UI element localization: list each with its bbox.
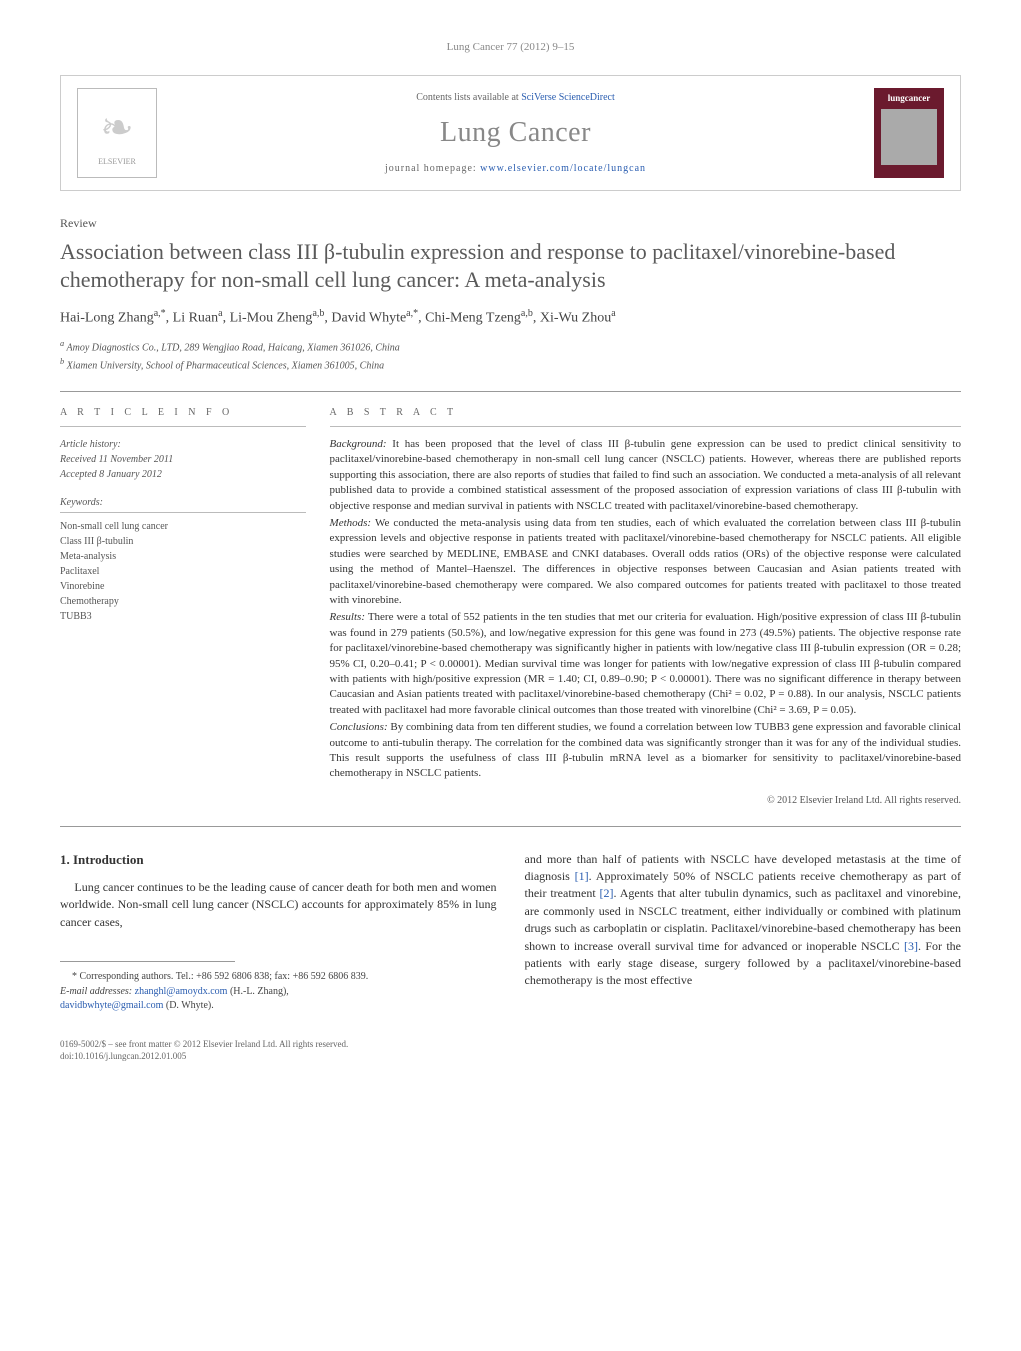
email-link-1[interactable]: zhanghl@amoydx.com (135, 986, 228, 997)
abstract-methods: Methods: We conducted the meta-analysis … (330, 516, 961, 608)
footnote-separator (60, 961, 235, 962)
elsevier-logo: ❧ ELSEVIER (77, 88, 157, 178)
article-info-panel: A R T I C L E I N F O Article history: R… (60, 406, 306, 808)
body-columns: 1. Introduction Lung cancer continues to… (60, 851, 961, 1063)
received-date: Received 11 November 2011 (60, 454, 173, 465)
abstract-copyright: © 2012 Elsevier Ireland Ltd. All rights … (330, 794, 961, 808)
accepted-date: Accepted 8 January 2012 (60, 469, 162, 480)
authors-list: Hai-Long Zhanga,*, Li Ruana, Li-Mou Zhen… (60, 307, 961, 328)
results-text: There were a total of 552 patients in th… (330, 611, 961, 715)
cover-image-icon (881, 109, 937, 165)
front-matter-line: 0169-5002/$ – see front matter © 2012 El… (60, 1038, 497, 1063)
left-column: 1. Introduction Lung cancer continues to… (60, 851, 497, 1063)
cover-title: lungcancer (888, 92, 931, 105)
contents-prefix: Contents lists available at (416, 92, 521, 103)
background-label: Background: (330, 438, 387, 450)
right-column: and more than half of patients with NSCL… (525, 851, 962, 1063)
homepage-link[interactable]: www.elsevier.com/locate/lungcan (480, 163, 646, 174)
sciencedirect-link[interactable]: SciVerse ScienceDirect (521, 92, 615, 103)
section-heading-intro: 1. Introduction (60, 851, 497, 869)
results-label: Results: (330, 611, 365, 623)
methods-label: Methods: (330, 517, 372, 529)
contents-available: Contents lists available at SciVerse Sci… (157, 91, 874, 105)
abstract-panel: A B S T R A C T Background: It has been … (330, 406, 961, 808)
history-label: Article history: (60, 437, 306, 452)
abstract-background: Background: It has been proposed that th… (330, 437, 961, 514)
email2-who: (D. Whyte). (163, 1000, 213, 1011)
intro-paragraph-2: and more than half of patients with NSCL… (525, 851, 962, 990)
email1-who: (H.-L. Zhang), (227, 986, 288, 997)
ref-link-3[interactable]: [3] (904, 939, 918, 953)
abstract-heading: A B S T R A C T (330, 406, 961, 427)
tree-icon: ❧ (98, 100, 136, 156)
intro-paragraph-1: Lung cancer continues to be the leading … (60, 879, 497, 931)
journal-cover-thumbnail: lungcancer (874, 88, 944, 178)
ref-link-2[interactable]: [2] (600, 886, 614, 900)
publisher-name: ELSEVIER (98, 156, 136, 167)
front-matter-text: 0169-5002/$ – see front matter © 2012 El… (60, 1039, 348, 1049)
article-title: Association between class III β-tubulin … (60, 238, 961, 293)
citation-header: Lung Cancer 77 (2012) 9–15 (60, 40, 961, 55)
abstract-conclusions: Conclusions: By combining data from ten … (330, 720, 961, 782)
corresponding-author-footnote: * Corresponding authors. Tel.: +86 592 6… (60, 970, 497, 1014)
keywords-list: Non-small cell lung cancerClass III β-tu… (60, 512, 306, 624)
journal-homepage: journal homepage: www.elsevier.com/locat… (157, 162, 874, 176)
conclusions-label: Conclusions: (330, 721, 388, 733)
article-history: Article history: Received 11 November 20… (60, 437, 306, 482)
email-link-2[interactable]: davidbwhyte@gmail.com (60, 1000, 163, 1011)
ref-link-1[interactable]: [1] (575, 869, 589, 883)
corr-line: * Corresponding authors. Tel.: +86 592 6… (72, 971, 368, 982)
journal-name: Lung Cancer (157, 113, 874, 152)
email-label: E-mail addresses: (60, 986, 135, 997)
journal-header-box: ❧ ELSEVIER Contents lists available at S… (60, 75, 961, 191)
article-type: Review (60, 215, 961, 232)
article-info-heading: A R T I C L E I N F O (60, 406, 306, 427)
affiliations: a Amoy Diagnostics Co., LTD, 289 Wengjia… (60, 338, 961, 373)
doi-text: doi:10.1016/j.lungcan.2012.01.005 (60, 1051, 186, 1061)
conclusions-text: By combining data from ten different stu… (330, 721, 961, 779)
methods-text: We conducted the meta-analysis using dat… (330, 517, 961, 606)
header-center: Contents lists available at SciVerse Sci… (157, 91, 874, 176)
info-abstract-row: A R T I C L E I N F O Article history: R… (60, 391, 961, 827)
abstract-results: Results: There were a total of 552 patie… (330, 610, 961, 718)
background-text: It has been proposed that the level of c… (330, 438, 961, 512)
keywords-label: Keywords: (60, 496, 306, 510)
homepage-prefix: journal homepage: (385, 163, 480, 174)
